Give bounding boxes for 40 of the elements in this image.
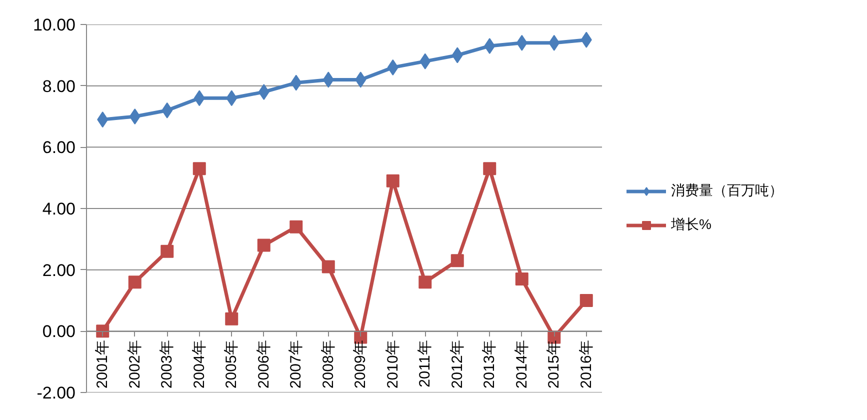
legend-label: 消费量（百万吨） <box>671 182 783 200</box>
point <box>257 238 270 252</box>
legend-label: 增长% <box>671 216 712 234</box>
y-tick-label: 6.00 <box>42 138 76 158</box>
x-tick-label: 2003年 <box>158 340 176 389</box>
x-tick-label: 2009年 <box>352 340 370 389</box>
x-tick-label: 2013年 <box>481 340 498 389</box>
point <box>160 244 174 258</box>
point <box>386 174 400 188</box>
x-tick-label: 2014年 <box>513 340 530 389</box>
y-tick-label: 2.00 <box>42 260 76 280</box>
y-tick-label: -2.00 <box>36 384 76 402</box>
x-tick-label: 2002年 <box>126 340 144 389</box>
point <box>450 254 464 268</box>
point <box>225 312 238 326</box>
point <box>128 276 142 289</box>
point <box>290 220 303 234</box>
x-tick-label: 2004年 <box>190 340 208 389</box>
y-tick-label: 8.00 <box>42 76 76 96</box>
x-tick-label: 2001年 <box>94 340 112 389</box>
point <box>129 108 140 124</box>
y-tick-label: 0.00 <box>42 322 76 342</box>
point <box>483 162 496 176</box>
y-tick-label: 10.00 <box>32 16 76 34</box>
x-tick-label: 2011年 <box>416 340 434 388</box>
x-tick-label: 2006年 <box>255 340 272 389</box>
y-tick-label: 4.00 <box>42 200 76 218</box>
x-tick-label: 2005年 <box>223 340 240 389</box>
point <box>192 162 206 176</box>
point <box>515 272 528 286</box>
x-tick-label: 2010年 <box>384 340 402 389</box>
x-tick-label: 2007年 <box>288 340 305 389</box>
x-tick-label: 2008年 <box>320 340 337 389</box>
x-tick-label: 2016年 <box>578 340 595 389</box>
x-tick-label: 2015年 <box>546 340 563 389</box>
x-tick-label: 2012年 <box>448 340 466 389</box>
point <box>96 324 110 338</box>
point <box>322 260 335 274</box>
point <box>580 294 593 307</box>
point <box>418 276 432 289</box>
